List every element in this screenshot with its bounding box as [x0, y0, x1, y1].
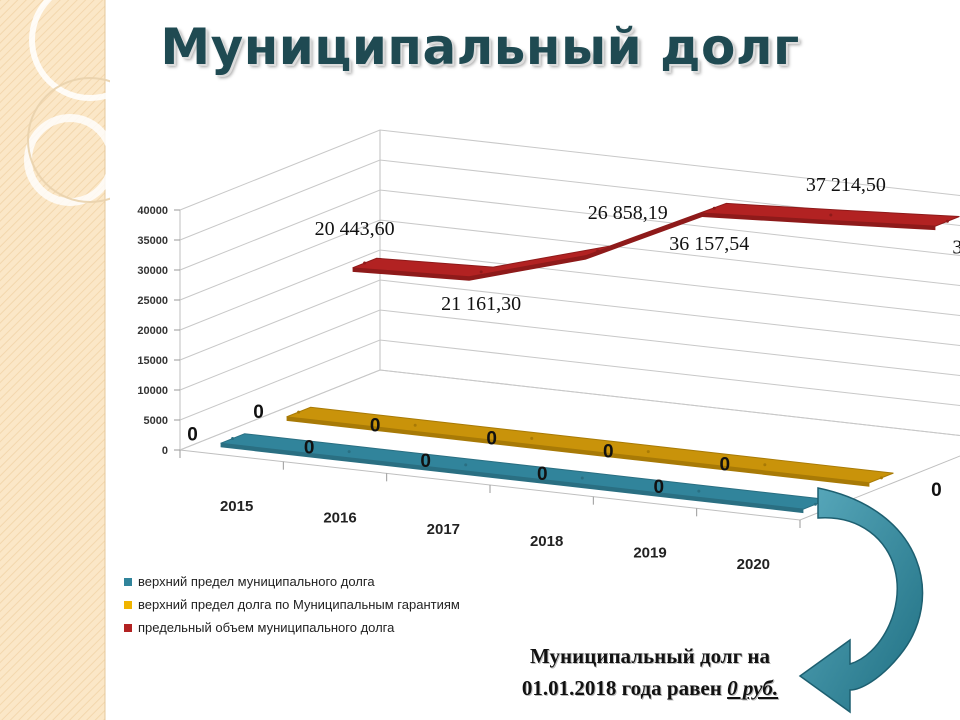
debt-note-date-text: 01.01.2018 года равен: [521, 676, 728, 700]
legend-item-series-1: верхний предел муниципального долга: [124, 570, 460, 593]
data-label-series-3: 21 161,30: [441, 293, 521, 315]
y-gridline: [179, 279, 960, 361]
legend-item-series-2: верхний предел долга по Муниципальным га…: [124, 593, 460, 616]
y-tick-label: 40000: [137, 205, 168, 217]
y-gridline: [179, 189, 960, 271]
data-point-series-2: [530, 436, 534, 440]
legend-label-series-1: верхний предел муниципального долга: [138, 574, 375, 589]
data-point-series-2: [297, 410, 301, 414]
x-tick-label: 2015: [220, 498, 253, 515]
data-label-series-3: 36 157,54: [669, 233, 749, 255]
data-label-series-2: 0: [603, 442, 614, 463]
data-point-series-3: [829, 213, 833, 217]
y-gridline: [179, 309, 960, 391]
y-tick-label: 35000: [137, 235, 168, 247]
data-point-series-2: [763, 463, 767, 467]
data-label-series-3: 20 443,60: [315, 218, 395, 240]
data-point-series-3: [479, 270, 483, 274]
data-point-series-2: [646, 450, 650, 454]
y-gridline: [179, 159, 960, 241]
x-tick-label: 2017: [427, 521, 460, 538]
data-label-series-1: 0: [187, 425, 198, 446]
x-tick-label: 2016: [323, 510, 356, 527]
y-tick-label: 15000: [137, 355, 168, 367]
data-point-series-2: [413, 423, 417, 427]
data-point-series-3: [712, 206, 716, 210]
data-point-series-1: [464, 463, 468, 467]
data-point-series-1: [347, 450, 351, 454]
y-tick-label: 5000: [144, 415, 168, 427]
data-point-series-1: [697, 489, 701, 493]
y-gridline: [179, 249, 960, 331]
data-point-series-1: [231, 437, 235, 440]
data-label-series-2: 0: [370, 415, 381, 436]
y-tick-label: 0: [162, 445, 168, 457]
legend-swatch-series-2: [124, 600, 132, 609]
y-gridline: [179, 339, 960, 421]
data-label-series-2: 0: [253, 402, 264, 423]
debt-note-line1: Муниципальный долг на: [530, 644, 770, 668]
x-tick-label: 2020: [737, 556, 770, 573]
data-label-series-3: 26 858,19: [588, 202, 668, 224]
series-ribbon-edge-2: [286, 416, 870, 487]
y-gridline: [179, 219, 960, 301]
series-ribbon-edge-3: [352, 213, 936, 281]
page-title: Муниципальный долг: [160, 18, 800, 76]
data-point-series-1: [580, 476, 584, 480]
data-label-series-1: 0: [654, 477, 665, 498]
legend-label-series-3: предельный объем муниципального долга: [138, 620, 395, 635]
x-tick-label: 2018: [530, 533, 563, 550]
debt-note-amount: 0 руб.: [727, 676, 779, 700]
data-point-series-3: [596, 249, 600, 253]
data-point-series-1: [813, 502, 817, 506]
decorative-side-panel: [0, 0, 110, 720]
y-gridline: [179, 129, 960, 211]
data-label-series-2: 0: [720, 455, 731, 476]
y-tick-label: 20000: [137, 325, 168, 337]
data-label-series-1: 0: [304, 438, 315, 459]
data-label-series-3: 37 214,50: [806, 174, 886, 196]
series-ribbon-edge-1: [220, 443, 804, 514]
debt-note: Муниципальный долг на 01.01.2018 года ра…: [440, 640, 860, 704]
chart-legend: верхний предел муниципального долга верх…: [124, 570, 460, 639]
debt-note-line2: 01.01.2018 года равен 0 руб.: [440, 672, 860, 704]
y-gridline: [179, 369, 960, 451]
y-tick-label: 25000: [137, 295, 168, 307]
data-point-series-3: [945, 219, 949, 223]
legend-swatch-series-1: [124, 577, 132, 586]
y-tick-label: 30000: [137, 265, 168, 277]
legend-label-series-2: верхний предел долга по Муниципальным га…: [138, 597, 460, 612]
data-label-series-1: 0: [420, 451, 431, 472]
x-tick-label: 2019: [633, 545, 666, 562]
data-label-series-1: 0: [537, 464, 548, 485]
data-point-series-2: [879, 476, 883, 480]
y-tick-label: 10000: [137, 385, 168, 397]
legend-swatch-series-3: [124, 623, 132, 632]
legend-item-series-3: предельный объем муниципального долга: [124, 616, 460, 639]
data-label-series-2: 0: [486, 428, 497, 449]
data-point-series-3: [363, 261, 367, 265]
data-label-series-2: 0: [931, 480, 942, 501]
data-label-series-3: 38 364,90: [952, 236, 960, 258]
